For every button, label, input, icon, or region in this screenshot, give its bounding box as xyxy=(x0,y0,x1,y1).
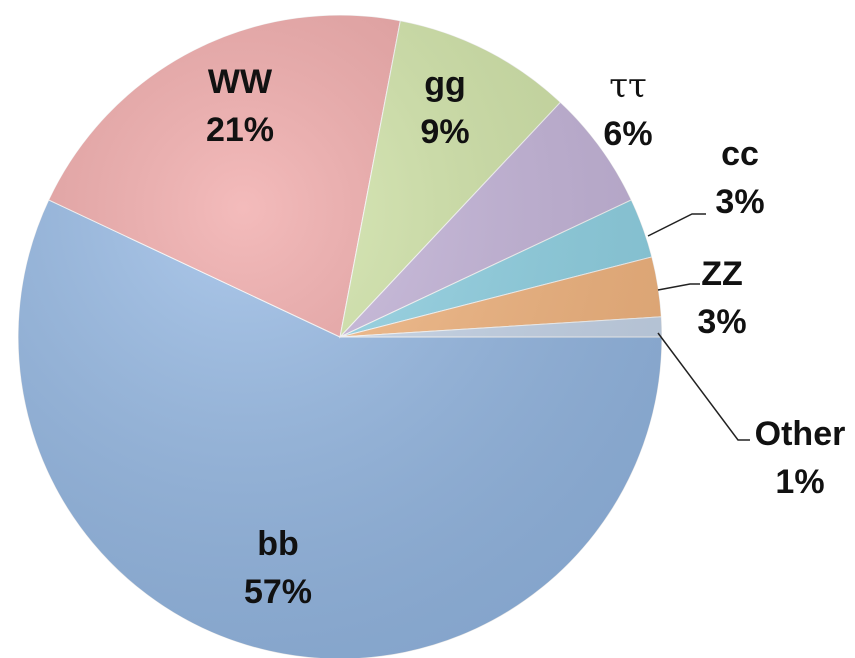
category-label: gg xyxy=(424,65,466,103)
category-label: cc xyxy=(721,135,759,173)
value-label: 57% xyxy=(244,573,312,611)
category-label: WW xyxy=(208,63,273,101)
leader-line xyxy=(657,332,750,441)
category-label: ττ xyxy=(609,66,647,106)
leader-line xyxy=(657,283,700,291)
value-label: 6% xyxy=(603,115,652,153)
category-label: bb xyxy=(257,525,299,563)
category-label: Other xyxy=(755,415,846,453)
leader-line xyxy=(647,213,706,237)
value-label: 3% xyxy=(715,183,764,221)
value-label: 9% xyxy=(420,113,469,151)
value-label: 21% xyxy=(206,111,274,149)
pie xyxy=(17,14,663,658)
category-label: ZZ xyxy=(701,255,743,293)
value-label: 1% xyxy=(775,463,824,501)
labels: bb 57% WW 21% gg 9% ττ 6% cc 3% ZZ 3% Other 1% xyxy=(206,63,845,611)
value-label: 3% xyxy=(697,303,746,341)
